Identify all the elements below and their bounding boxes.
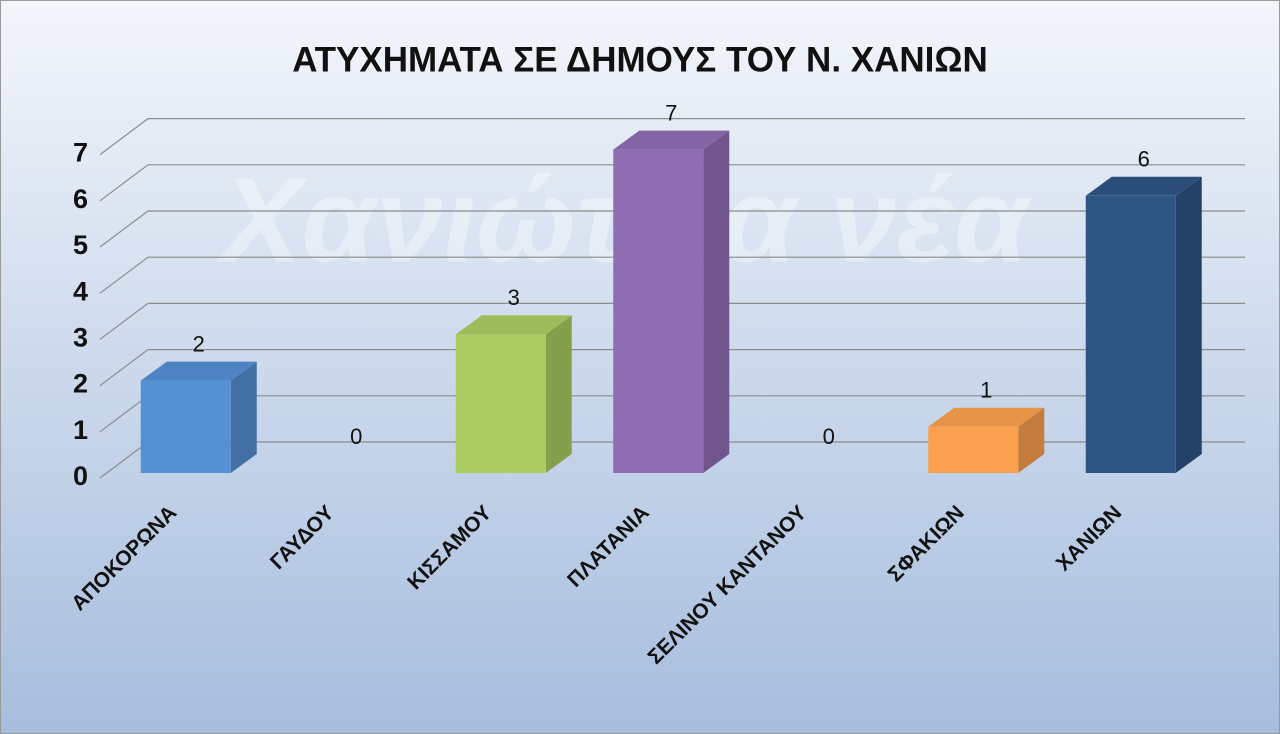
value-label: 1 [980,378,992,403]
value-label: 6 [1138,147,1150,172]
bar-side [230,361,257,473]
bar-side [1175,176,1202,474]
bar-side [1018,407,1045,473]
y-tick-label: 1 [73,415,88,445]
bar [455,334,546,473]
bar-side [545,315,572,473]
grid-line-side [99,164,149,202]
grid-line-side [99,118,149,156]
y-tick-label: 0 [73,461,88,491]
y-tick-label: 7 [73,138,88,168]
bar-top [613,130,730,150]
value-label: 7 [665,100,677,125]
grid-line-side [99,256,149,294]
y-tick-label: 5 [73,230,88,260]
y-tick-label: 6 [73,184,88,214]
bar [140,380,231,473]
grid-line-side [99,302,149,340]
bar-top [140,361,257,381]
grid-line-side [99,210,149,248]
bar-top [928,407,1045,427]
bar [1085,195,1176,474]
y-tick-label: 4 [73,276,88,306]
grid-line-side [99,395,149,433]
value-label: 0 [823,424,835,449]
bar [613,149,704,473]
grid-line-side [99,441,149,479]
value-label: 3 [508,285,520,310]
grid-line-side [99,349,149,387]
bar [928,426,1019,473]
chart-title: ΑΤΥΧΗΜΑΤΑ ΣΕ ΔΗΜΟΥΣ ΤΟΥ Ν. ΧΑΝΙΩΝ [292,40,987,79]
value-label: 2 [193,331,205,356]
bar-side [703,130,730,473]
bar-top [455,315,572,335]
bar-top [1085,176,1202,196]
y-tick-label: 3 [73,323,88,353]
value-label: 0 [350,424,362,449]
y-tick-label: 2 [73,369,88,399]
